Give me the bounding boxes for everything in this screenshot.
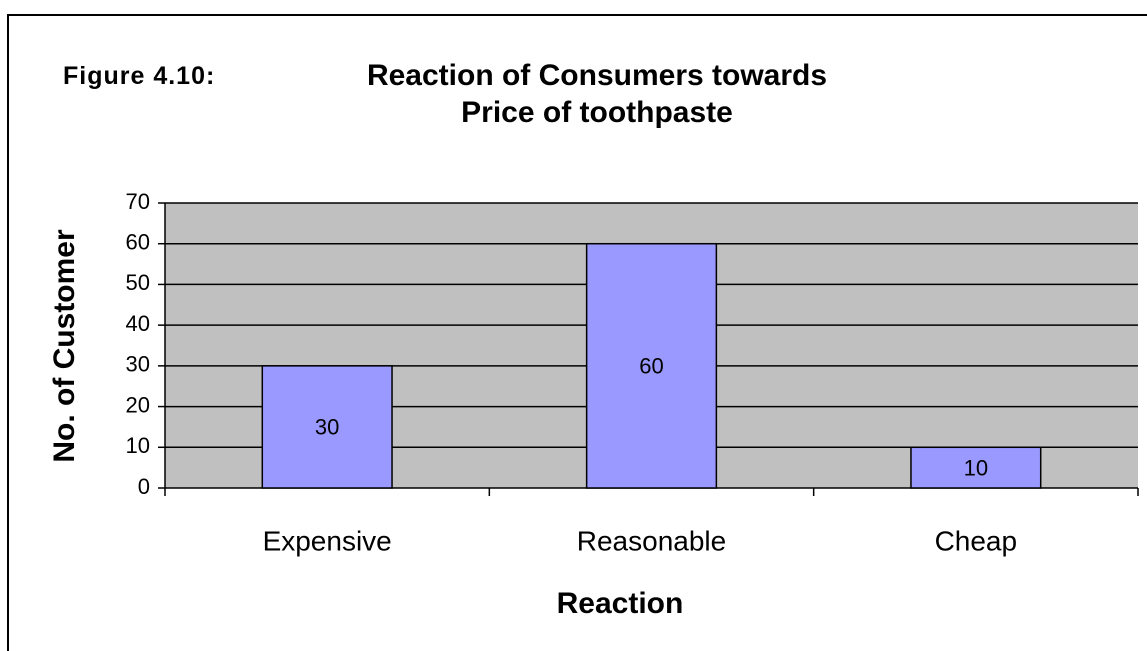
data-label: 60 [639, 354, 663, 379]
y-tick-label: 70 [126, 189, 150, 214]
bar [261, 365, 393, 489]
y-tick-label: 60 [126, 230, 150, 255]
y-tick-label: 50 [126, 270, 150, 295]
x-tick-label: Cheap [935, 525, 1018, 556]
x-tick-label: Reasonable [577, 525, 726, 556]
data-label: 10 [964, 455, 988, 480]
y-tick-label: 10 [126, 433, 150, 458]
y-tick-label: 20 [126, 392, 150, 417]
x-tick-label: Expensive [263, 525, 392, 556]
bar [585, 242, 718, 489]
y-tick-label: 0 [138, 474, 150, 499]
bar [910, 446, 1042, 489]
figure-label: Figure 4.10: [63, 62, 216, 90]
y-tick-label: 40 [126, 311, 150, 336]
chart-title: Reaction of Consumers towards Price of t… [366, 59, 828, 129]
x-axis-title: Reaction [557, 587, 684, 620]
data-label: 30 [315, 415, 339, 440]
y-tick-label: 30 [126, 352, 150, 377]
y-axis-title: No. of Customer [48, 229, 81, 463]
